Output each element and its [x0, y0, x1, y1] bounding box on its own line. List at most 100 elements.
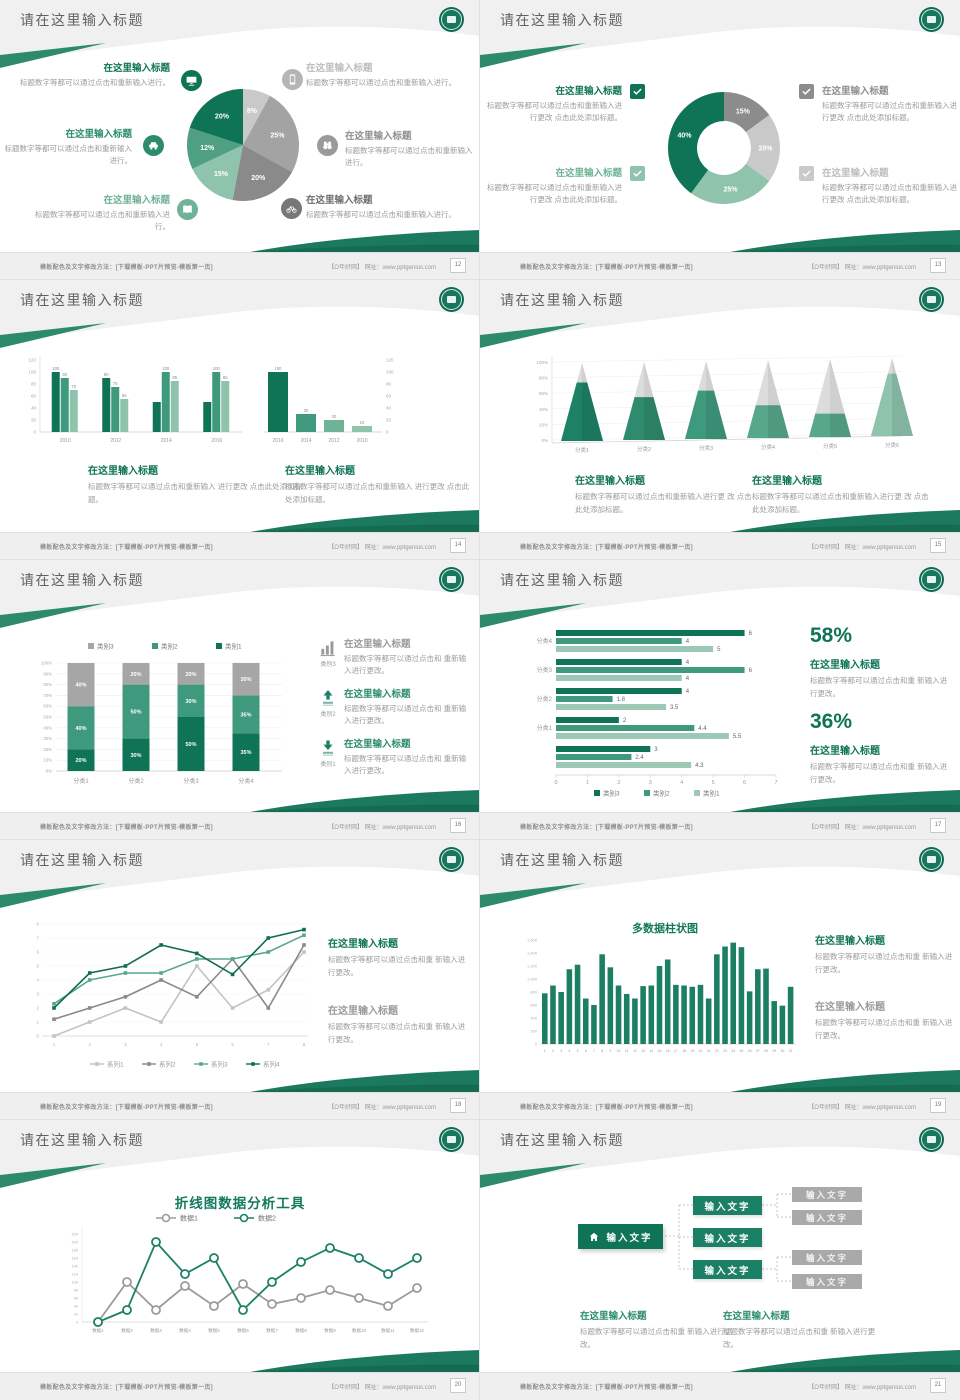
column: [574, 964, 581, 1044]
chart-text: 类别1: [225, 642, 242, 651]
callout: 在这里输入标题 标题数字等都可以通过点击和重新输入进行。: [306, 60, 458, 89]
footer-left-text: 模板配色及文字修改方法：[下载模板-PPT片预览-模板第一页]: [520, 1105, 693, 1111]
callout-body: 标题数字等都可以通过点击和重新输入进行更改 点击此处添加标题。: [487, 101, 622, 122]
slide-stacked-bars[interactable]: 类别3 类别2 类别1 0% 10% 20% 30% 40% 50% 60% 70% 80% 90% 10…: [0, 559, 481, 841]
chart-text: 28: [764, 1049, 768, 1053]
bar-chart-icon: [318, 638, 338, 658]
chart-text: 90: [104, 372, 109, 377]
column: [550, 985, 556, 1044]
legend-marker: [95, 1062, 99, 1066]
slide-horizontal-bars[interactable]: 分类4 6 4 5 分类3 4 6 4 分类2 4 1.8 3.5 分类1 2 4.4 5.5 3 2.4 4.3 0…: [479, 559, 960, 841]
marker: [412, 1253, 422, 1263]
footer-left-text: 模板配色及文字修改方法：[下载模板-PPT片预览-模板第一页]: [520, 545, 693, 551]
marker: [266, 950, 271, 954]
monitor-icon: [181, 70, 202, 91]
marker: [302, 943, 306, 947]
chart-text: 30: [304, 408, 309, 413]
chart-text: 80: [386, 382, 392, 387]
marker: [195, 964, 199, 968]
line-shape: [551, 386, 903, 394]
chart-text: 3.5: [670, 705, 679, 711]
block-body: 标题数字等都可以通过点击和重 新输入进行更改。: [328, 955, 466, 977]
pyramid-shade: [830, 413, 851, 438]
slide-title: 请在这里输入标题: [500, 572, 624, 588]
chart-text: 20: [699, 1049, 703, 1053]
chart-text: 2: [617, 780, 620, 786]
marker: [87, 1006, 92, 1010]
text-block: 在这里输入标题 标题数字等都可以通过点击和重 新输入进行更改。: [810, 742, 950, 787]
bar: [324, 420, 344, 432]
bar: [203, 402, 212, 432]
legend-swatch: [594, 790, 600, 796]
school-seal-logo: [439, 847, 464, 872]
footer-left-text: 模板配色及文字修改方法：[下载模板-PPT片预览-模板第一页]: [40, 265, 213, 271]
chart-text: 12: [633, 1049, 637, 1053]
school-seal-logo: [919, 287, 944, 312]
chart-text: 数据4: [179, 1327, 191, 1334]
chart-text: 数据5: [208, 1327, 220, 1334]
page-number-box: 21: [930, 1378, 946, 1393]
chart-text: 4: [686, 689, 690, 695]
block-body: 标题数字等都可以通过点击和重 新输入进行更改。: [810, 762, 948, 784]
chart-text: 分类1: [575, 446, 589, 454]
slide-line-chart-2series[interactable]: 折线图数据分析工具 数据1 数据2 0 20 40 60 80 100 120 140 160 180…: [0, 1119, 481, 1400]
callout-title: 在这里输入标题: [345, 131, 412, 142]
column: [771, 1001, 777, 1044]
column: [787, 986, 794, 1044]
block-body: 标题数字等都可以通过点击和重 新输入进行更改。: [328, 1022, 466, 1044]
hbar: [556, 746, 651, 752]
slide-donut-checklist[interactable]: 在这里输入标题 标题数字等都可以通过点击和重新输入进行更改 点击此处添加标题。 …: [479, 0, 960, 281]
hbar: [556, 659, 682, 665]
slide-org-chart[interactable]: 输入文字 输入文字 输入文字 输入文字 输入文字 输入文字 输入文字 输入文字 …: [479, 1119, 960, 1400]
footer-left-text: 模板配色及文字修改方法：[下载模板-PPT片预览-模板第一页]: [40, 1385, 213, 1391]
marker: [87, 1020, 92, 1024]
slide-column-chart[interactable]: 多数据柱状图 0 200 400 600 800 1,000 1,200 1,400 1,600…: [479, 839, 960, 1121]
seal-ring: [921, 849, 942, 870]
chart-text: 60%: [539, 391, 548, 396]
callout-body: 标题数字等都可以通过点击和 重新输入进行更改。: [344, 654, 467, 675]
node-label: 输入文字: [704, 1201, 751, 1213]
chart-text: 60: [74, 1296, 78, 1300]
pyramid-fill: [623, 397, 665, 441]
footer-left-text: 模板配色及文字修改方法：[下载模板-PPT片预览-模板第一页]: [520, 265, 693, 271]
block-body: 标题数字等都可以通过点击和重 新输入进行更改。: [723, 1327, 876, 1349]
chart-text: 50%: [185, 742, 196, 748]
chart-text: 4: [686, 660, 690, 666]
slide-line-chart-4series[interactable]: 0 1 2 3 4 5 6 7 8 1 2 3 4 5 6 7 8 系列1 系列2 系列3 系列4 在这里输入标题 标题…: [0, 839, 481, 1121]
block-title: 在这里输入标题: [810, 660, 880, 671]
pyramid-fill: [871, 373, 913, 437]
marker: [266, 988, 271, 992]
stack-segment: [232, 695, 260, 734]
column: [681, 985, 687, 1044]
chart-text: 1: [544, 1049, 546, 1053]
block-title: 在这里输入标题: [810, 746, 880, 757]
chart-text: 30%: [130, 753, 141, 759]
column: [591, 1005, 597, 1044]
hbar: [556, 704, 666, 710]
slide-footer: 模板配色及文字修改方法：[下载模板-PPT片预览-模板第一页] 【O年好网】 网…: [0, 252, 480, 280]
hbar: [556, 630, 745, 636]
chart-text: 1: [53, 1042, 56, 1047]
chart-text: 19: [690, 1049, 694, 1053]
node-label: 输入文字: [805, 1252, 848, 1263]
marker: [122, 1277, 132, 1287]
block-title: 在这里输入标题: [88, 466, 158, 477]
marker: [302, 950, 306, 954]
footer-right-text: 【O年好网】 网址：www.pptgenius.com: [808, 265, 916, 271]
chart-text: 75: [113, 381, 118, 386]
org-mid-node: 输入文字: [693, 1196, 762, 1215]
chart-text: 5: [717, 647, 721, 653]
chart-text: 系列4: [263, 1060, 280, 1069]
marker: [159, 978, 163, 982]
slide-bar-charts[interactable]: 0 20 40 60 80 100 120 2010 100 90 70 2012 90 75 55 2014…: [0, 279, 481, 561]
chart-text: 2012: [328, 438, 339, 444]
slide-pie-callouts[interactable]: 在这里输入标题 标题数字等都可以通过点击和重新输入进行。 在这里输入标题 标题数…: [0, 0, 481, 281]
slide-footer: 模板配色及文字修改方法：[下载模板-PPT片预览-模板第一页] 【O年好网】 网…: [480, 1092, 960, 1120]
chart-text: 160: [72, 1256, 78, 1260]
marker: [123, 964, 128, 968]
chart-text: 24: [731, 1049, 735, 1053]
slide-footer: 模板配色及文字修改方法：[下载模板-PPT片预览-模板第一页] 【O年好网】 网…: [0, 532, 480, 560]
chart-text: 系列2: [159, 1060, 176, 1069]
seal-core: [447, 16, 456, 23]
slide-pyramid-chart[interactable]: 0% 20% 40% 60% 80% 100% 分类1 分类2 分类3 分类4 分类5 分类6 在这里…: [479, 279, 960, 561]
